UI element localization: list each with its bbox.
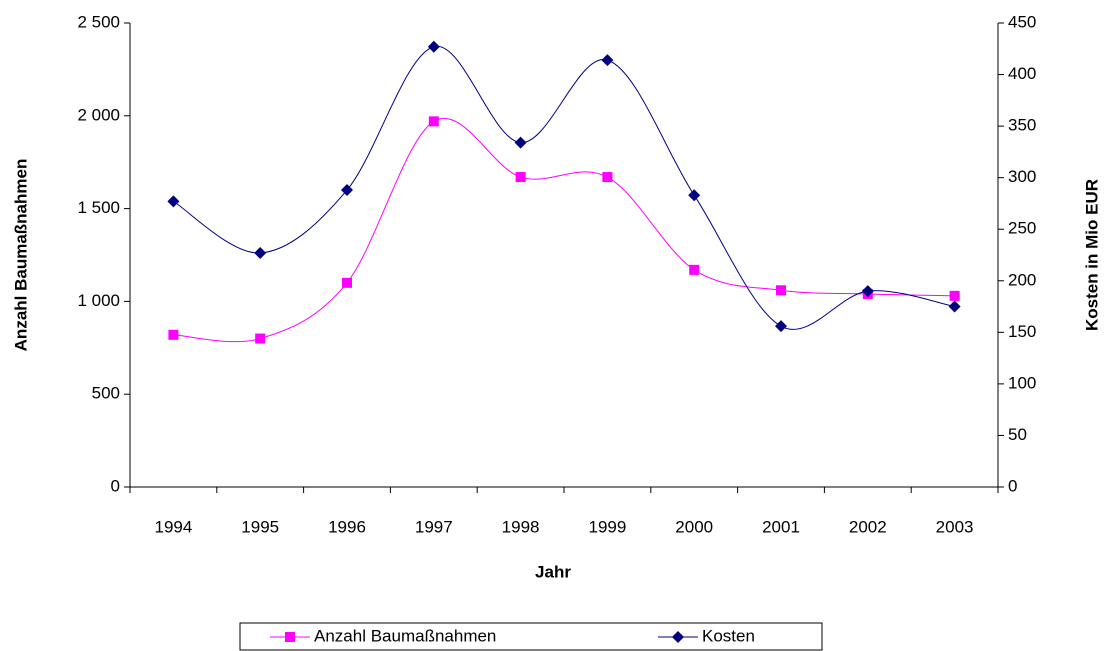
x-tick-label: 1999 (588, 517, 626, 536)
y-tick-label: 2 000 (77, 105, 120, 124)
y2-tick-label: 400 (1008, 64, 1036, 83)
data-point (861, 285, 874, 298)
x-tick-label: 1998 (502, 517, 540, 536)
y-tick-label: 0 (111, 476, 120, 495)
data-point (168, 329, 179, 340)
series-line (173, 118, 955, 343)
y2-tick-label: 450 (1008, 12, 1036, 31)
x-tick-label: 1994 (154, 517, 192, 536)
x-tick-label: 2002 (849, 517, 887, 536)
data-point (341, 184, 353, 197)
y-tick-label: 500 (92, 384, 120, 403)
data-point (775, 320, 787, 333)
y2-tick-label: 250 (1008, 219, 1036, 238)
legend-marker (672, 631, 684, 643)
data-point (948, 300, 961, 313)
x-tick-label: 1996 (328, 517, 366, 536)
data-point (602, 172, 613, 183)
y2-tick-label: 300 (1008, 167, 1036, 186)
y-tick-label: 1 000 (77, 291, 120, 310)
y-tick-label: 2 500 (77, 12, 120, 31)
data-point (515, 172, 526, 183)
legend-marker (285, 632, 295, 642)
legend-box (239, 622, 823, 651)
series-line (173, 46, 955, 330)
data-point (342, 277, 352, 288)
data-point (688, 189, 701, 202)
data-point (254, 246, 267, 259)
x-tick-label: 2000 (675, 517, 713, 536)
data-point (255, 333, 266, 344)
data-point (427, 40, 440, 53)
x-tick-label: 1997 (415, 517, 453, 536)
y2-tick-label: 200 (1008, 270, 1036, 289)
legend-label: Kosten (702, 626, 755, 645)
y-tick-label: 1 500 (77, 198, 120, 217)
data-point (167, 195, 180, 208)
y2-tick-label: 50 (1008, 425, 1027, 444)
x-tick-label: 2001 (762, 517, 800, 536)
data-point (776, 285, 786, 296)
data-point (689, 264, 700, 275)
x-axis-title: Jahr (535, 562, 571, 581)
data-point (514, 136, 527, 149)
data-point (428, 116, 439, 127)
y2-tick-label: 100 (1008, 373, 1036, 392)
y2-tick-label: 0 (1008, 476, 1017, 495)
legend-label: Anzahl Baumaßnahmen (314, 626, 496, 645)
data-point (601, 54, 614, 67)
y2-axis-title: Kosten in Mio EUR (1082, 179, 1101, 331)
y2-tick-label: 150 (1008, 322, 1036, 341)
y2-tick-label: 350 (1008, 116, 1036, 135)
data-point (949, 290, 960, 301)
y-axis-title: Anzahl Baumaßnahmen (11, 159, 30, 352)
x-tick-label: 1995 (241, 517, 279, 536)
x-tick-label: 2003 (936, 517, 974, 536)
